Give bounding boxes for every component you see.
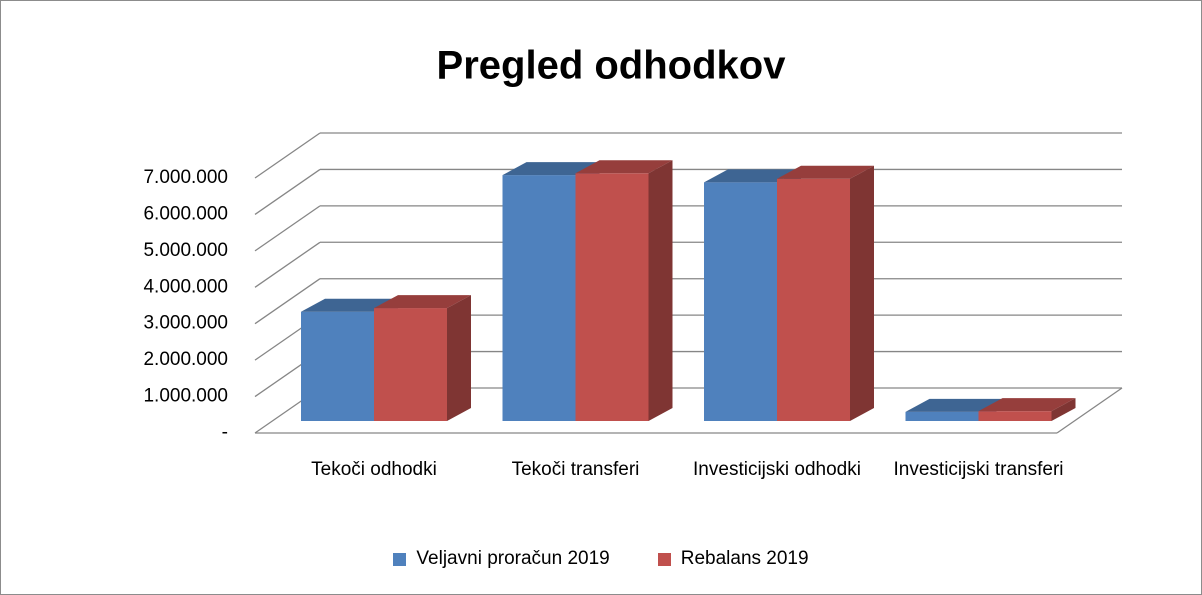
bar-top (905, 398, 1003, 412)
bar-front (374, 308, 447, 421)
bar-front (301, 311, 374, 421)
bar-top (777, 165, 874, 179)
floor-edge (1056, 387, 1123, 434)
x-tick-label: Investicijski odhodki (693, 459, 861, 480)
legend-item: Veljavni proračun 2019 (393, 548, 610, 570)
bar-side (447, 295, 471, 421)
y-tick-label: 3.000.000 (143, 313, 228, 334)
bar-top (374, 295, 471, 309)
legend-swatch (393, 552, 407, 566)
bar-side (648, 160, 673, 422)
bar-top (301, 298, 398, 312)
x-tick-label: Investicijski transferi (893, 459, 1064, 480)
bar-side (1051, 398, 1076, 421)
x-tick-label: Tekoči odhodki (311, 459, 437, 480)
y-tick-label: 6.000.000 (143, 203, 228, 224)
bar-top (704, 169, 801, 183)
y-tick-label: 2.000.000 (143, 349, 228, 370)
bar-front (704, 182, 777, 421)
y-tick-label: 1.000.000 (143, 386, 228, 407)
bar-front (777, 178, 850, 421)
bar-front (502, 175, 576, 421)
grid-line-side (254, 205, 321, 252)
legend-item: Rebalans 2019 (657, 548, 809, 570)
bar-front (978, 411, 1052, 421)
grid-line-side (254, 241, 321, 288)
grid-line-side (254, 168, 321, 215)
legend-label: Rebalans 2019 (680, 548, 809, 569)
legend: Veljavni proračun 2019 Rebalans 2019 (0, 548, 1202, 570)
bar-top (978, 398, 1076, 412)
legend-swatch (657, 552, 671, 566)
y-tick-label: 4.000.000 (143, 276, 228, 297)
bar-top (575, 160, 673, 174)
bar-side (850, 165, 874, 421)
chart-title: Pregled odhodkov (437, 44, 787, 88)
bar-front (575, 173, 649, 421)
grid-line-side (254, 132, 321, 179)
y-tick-label: 7.000.000 (143, 167, 228, 188)
x-tick-label: Tekoči transferi (511, 459, 640, 480)
bar-front (905, 411, 979, 421)
y-tick-label: 5.000.000 (143, 240, 228, 261)
legend-label: Veljavni proračun 2019 (416, 548, 610, 569)
bar-top (502, 162, 600, 176)
y-tick-label: - (222, 422, 228, 443)
grid-line-side (254, 278, 321, 325)
